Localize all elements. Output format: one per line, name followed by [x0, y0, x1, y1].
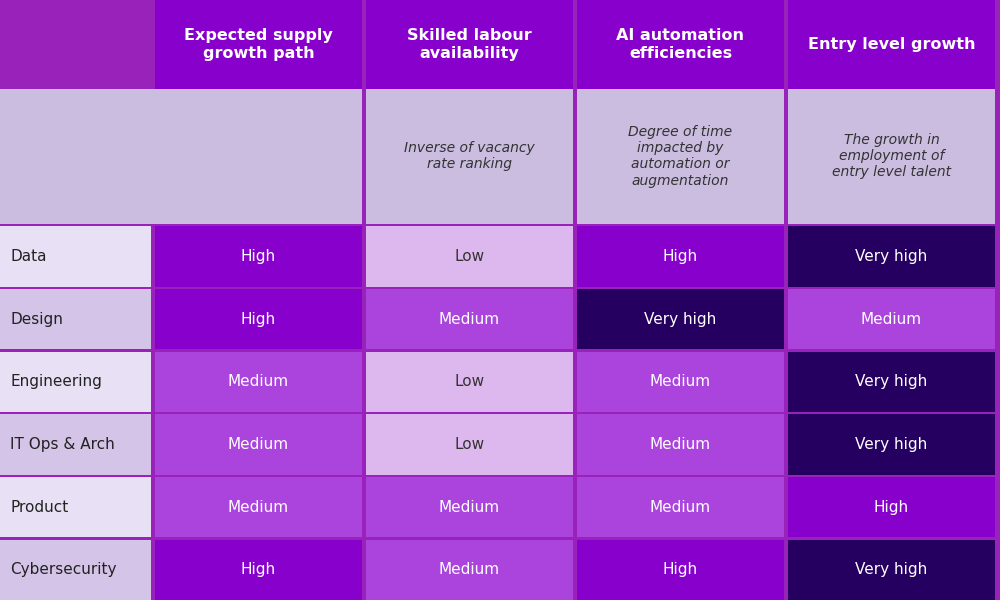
Text: Expected supply
growth path: Expected supply growth path [184, 28, 333, 61]
Bar [788, 352, 995, 412]
Text: Engineering: Engineering [10, 374, 102, 389]
Bar [0, 352, 151, 412]
Text: Inverse of vacancy
rate ranking: Inverse of vacancy rate ranking [404, 141, 535, 172]
Text: Very high: Very high [855, 374, 928, 389]
Text: AI automation
efficiencies: AI automation efficiencies [616, 28, 744, 61]
Bar [577, 352, 784, 412]
Text: Design: Design [10, 311, 63, 326]
Bar [0, 89, 362, 224]
Text: Medium: Medium [861, 311, 922, 326]
Text: The growth in
employment of
entry level talent: The growth in employment of entry level … [832, 133, 951, 179]
Text: Medium: Medium [439, 311, 500, 326]
Bar [788, 477, 995, 538]
Bar [577, 226, 784, 286]
Text: High: High [874, 500, 909, 515]
Bar [788, 89, 995, 224]
Bar [366, 0, 573, 89]
Bar [366, 477, 573, 538]
Text: High: High [241, 249, 276, 264]
Text: Medium: Medium [650, 374, 711, 389]
Bar [366, 540, 573, 600]
Bar [788, 226, 995, 286]
Bar [155, 352, 362, 412]
Text: Very high: Very high [855, 562, 928, 577]
Text: High: High [241, 311, 276, 326]
Bar [366, 414, 573, 475]
Bar [788, 414, 995, 475]
Bar [155, 540, 362, 600]
Text: Skilled labour
availability: Skilled labour availability [407, 28, 532, 61]
Bar [0, 226, 151, 286]
Bar [155, 226, 362, 286]
Bar [0, 289, 151, 349]
Text: High: High [663, 562, 698, 577]
Text: Data: Data [10, 249, 46, 264]
Bar [577, 540, 784, 600]
Text: IT Ops & Arch: IT Ops & Arch [10, 437, 115, 452]
Text: Medium: Medium [228, 374, 289, 389]
Bar [577, 0, 784, 89]
Bar [155, 414, 362, 475]
Text: Low: Low [454, 437, 485, 452]
Bar [577, 89, 784, 224]
Bar [0, 477, 151, 538]
Bar [577, 477, 784, 538]
Bar [366, 352, 573, 412]
Bar [366, 289, 573, 349]
Text: Medium: Medium [228, 500, 289, 515]
Bar [155, 289, 362, 349]
Text: Very high: Very high [644, 311, 717, 326]
Text: Medium: Medium [650, 437, 711, 452]
Bar [366, 226, 573, 286]
Text: Entry level growth: Entry level growth [808, 37, 975, 52]
Bar [155, 477, 362, 538]
Text: High: High [663, 249, 698, 264]
Text: Low: Low [454, 249, 485, 264]
Bar [0, 414, 151, 475]
Bar [0, 0, 151, 89]
Text: Product: Product [10, 500, 68, 515]
Text: Medium: Medium [650, 500, 711, 515]
Text: Medium: Medium [439, 562, 500, 577]
Text: Very high: Very high [855, 437, 928, 452]
Text: Medium: Medium [439, 500, 500, 515]
Bar [788, 0, 995, 89]
Text: Degree of time
impacted by
automation or
augmentation: Degree of time impacted by automation or… [628, 125, 733, 188]
Bar [155, 0, 362, 89]
Bar [366, 89, 573, 224]
Bar [788, 289, 995, 349]
Text: Medium: Medium [228, 437, 289, 452]
Text: Very high: Very high [855, 249, 928, 264]
Text: Low: Low [454, 374, 485, 389]
Text: High: High [241, 562, 276, 577]
Bar [788, 540, 995, 600]
Bar [0, 540, 151, 600]
Bar [577, 414, 784, 475]
Bar [577, 289, 784, 349]
Text: Cybersecurity: Cybersecurity [10, 562, 116, 577]
